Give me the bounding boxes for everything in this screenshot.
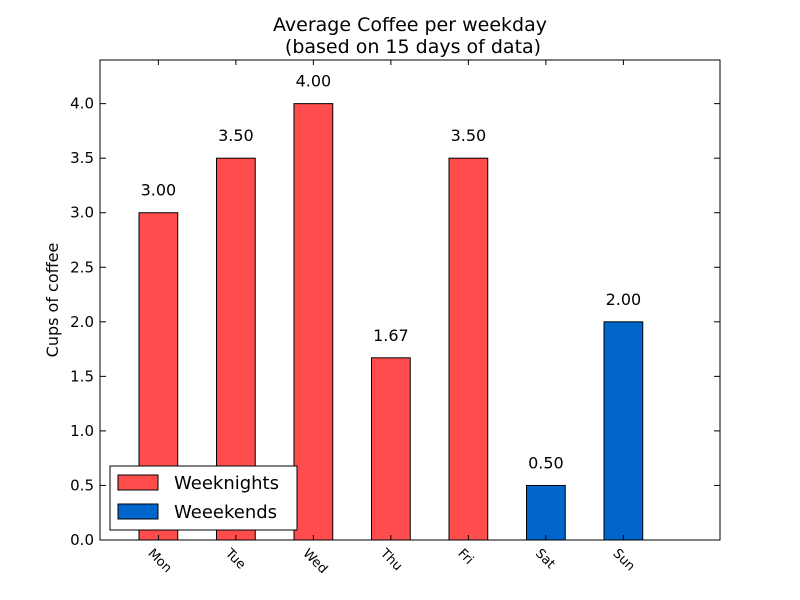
x-tick-label-sat: Sat <box>532 546 558 572</box>
plot-frame <box>99 59 721 541</box>
data-label-sun: 2.00 <box>606 290 642 309</box>
bar-wed <box>293 103 334 541</box>
data-label-sat: 0.50 <box>528 453 564 472</box>
x-tick-label-mon: Mon <box>145 546 175 576</box>
legend-swatch-weekends <box>117 503 159 520</box>
data-labels-layer: 3.00 3.50 4.00 1.67 3.50 0.50 2.00 <box>141 72 642 473</box>
y-tick-label: 1.5 <box>70 367 94 385</box>
bar-sun <box>603 321 644 541</box>
y-tick-label: 1.0 <box>70 422 94 440</box>
x-tick-label-wed: Wed <box>300 546 331 577</box>
x-tick-label-fri: Fri <box>455 546 477 568</box>
x-tick-label-thu: Thu <box>376 546 405 575</box>
data-label-mon: 3.00 <box>141 181 177 200</box>
x-tick-label-sun: Sun <box>610 546 638 574</box>
y-tick-label: 4.0 <box>70 95 94 113</box>
y-tick-label: 0.0 <box>70 531 94 549</box>
x-tick-label-tue: Tue <box>221 546 248 573</box>
chart-subtitle: (based on 15 days of data) <box>285 36 541 58</box>
data-label-tue: 3.50 <box>218 126 254 145</box>
data-label-thu: 1.67 <box>373 326 409 345</box>
legend-label-weekends: Weeekends <box>174 502 277 523</box>
chart-title: Average Coffee per weekday <box>273 14 547 36</box>
bar-fri <box>448 157 489 541</box>
legend-label-weeknights: Weeknights <box>174 473 279 494</box>
y-tick-label: 3.0 <box>70 204 94 222</box>
data-label-wed: 4.00 <box>296 72 332 91</box>
bar-thu <box>371 357 411 541</box>
legend: Weeknights Weeekends <box>109 465 298 531</box>
y-tick-label: 2.0 <box>70 313 94 331</box>
legend-swatch-weeknights <box>117 474 159 491</box>
bar-sat <box>526 484 566 541</box>
y-tick-label: 0.5 <box>70 476 94 494</box>
y-tick-label: 2.5 <box>70 258 94 276</box>
data-label-fri: 3.50 <box>451 126 487 145</box>
y-tick-label: 3.5 <box>70 149 94 167</box>
y-axis-label: Cups of coffee <box>43 243 62 358</box>
